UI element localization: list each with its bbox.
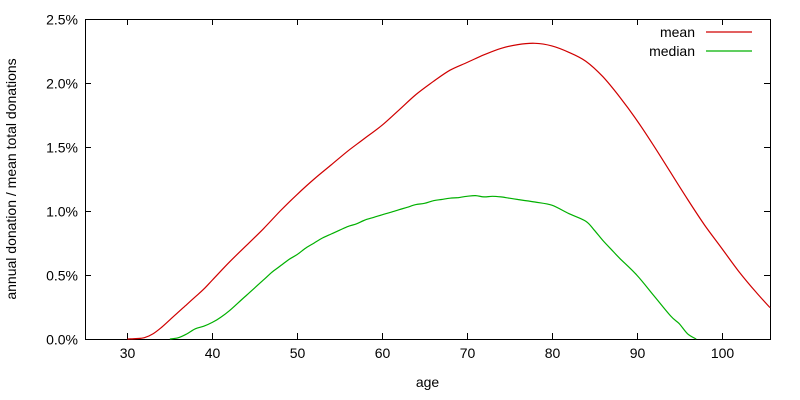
y-tick-label: 0.0% [46, 332, 78, 348]
median-series-line [169, 194, 697, 340]
mean-series-line [127, 42, 771, 340]
y-tick-label: 1.0% [46, 204, 78, 220]
legend-label-median: median [649, 43, 695, 59]
x-tick-label: 30 [120, 345, 136, 361]
x-tick-label: 100 [711, 345, 735, 361]
y-tick-label: 2.0% [46, 76, 78, 92]
x-tick-label: 50 [290, 345, 306, 361]
x-tick-label: 70 [460, 345, 476, 361]
y-tick-label: 0.5% [46, 268, 78, 284]
plot-border [85, 19, 771, 340]
x-tick-label: 40 [205, 345, 221, 361]
legend-label-mean: mean [660, 24, 695, 40]
y-axis-title: annual donation / mean total donations [3, 58, 19, 299]
x-tick-label: 90 [630, 345, 646, 361]
y-tick-label: 2.5% [46, 12, 78, 28]
x-tick-label: 60 [375, 345, 391, 361]
x-tick-label: 80 [545, 345, 561, 361]
y-tick-label: 1.5% [46, 140, 78, 156]
x-axis-title: age [416, 374, 440, 390]
